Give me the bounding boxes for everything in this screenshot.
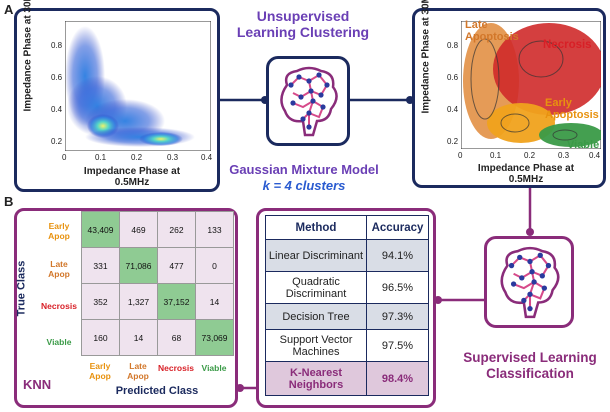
panel-a-letter: A [4,2,14,17]
cluster-label-late-apoptosis: Late Apoptosis [465,19,519,43]
accuracy-cell: 94.1% [366,239,429,272]
method-cell: Decision Tree [265,303,367,330]
right-xtick: 0.1 [490,151,502,160]
matrix-cell: 68 [157,319,196,356]
knn-confusion-panel: True Class Early Apop Late Apop Necrosis… [14,208,238,408]
col-label-late-apop: Late Apop [127,361,149,381]
cluster-label-necrosis: Necrosis [543,39,592,51]
matrix-cell: 160 [81,319,120,356]
table-row-highlight: K-Nearest Neighbors 98.4% [265,361,429,396]
left-scatter-plot [65,21,211,151]
gmm-title: Gaussian Mixture Model [229,162,379,177]
matrix-cell: 469 [119,211,158,248]
table-row: Decision Tree 97.3% [265,303,429,330]
panel-b-letter: B [4,194,14,209]
accuracy-cell: 96.5% [366,271,429,304]
row-label-late-apop: Late Apop [48,259,70,279]
brain-network-icon [280,66,338,137]
brain-icon-box-bottom [484,236,574,328]
right-xtick: 0.2 [524,151,536,160]
knn-label: KNN [23,377,52,392]
supervised-title: Supervised Learning Classification [463,350,597,381]
clusters-subtitle: k = 4 clusters [262,178,346,193]
cluster-label-viable: Viable [567,139,600,151]
right-xtick: 0 [458,151,463,160]
row-label-necrosis: Necrosis [41,301,77,311]
accuracy-table-panel: Method Accuracy Linear Discriminant 94.1… [256,208,436,408]
matrix-cell: 1,327 [119,283,158,320]
unsupervised-title: Unsupervised Learning Clustering [236,8,370,40]
method-cell: K-Nearest Neighbors [265,361,367,396]
matrix-cell: 477 [157,247,196,284]
left-xtick: 0.1 [95,153,107,162]
confusion-matrix: 43,409 469 262 133 331 71,086 477 0 352 … [81,211,234,356]
table-row: Support Vector Machines 97.5% [265,329,429,362]
col-label-early-apop: Early Apop [89,361,111,381]
table-row: Quadratic Discriminant 96.5% [265,271,429,304]
left-xtick: 0.3 [167,153,179,162]
true-class-label: True Class [15,260,28,317]
right-xtick: 0.3 [558,151,570,160]
matrix-cell: 352 [81,283,120,320]
right-plot-xlabel: Impedance Phase at 0.5MHz [477,163,575,185]
right-plot-ylabel: Impedance Phase at 30MHz [420,0,432,114]
left-ytick: 0.6 [51,73,63,82]
left-ytick: 0.8 [51,41,63,50]
left-plot-xlabel: Impedance Phase at 0.5MHz [83,166,181,188]
left-plot-ylabel: Impedance Phase at 30MHz [22,0,34,112]
matrix-cell: 262 [157,211,196,248]
table-header-row: Method Accuracy [265,215,429,240]
left-ytick: 0.2 [51,137,63,146]
right-scatter-plot [461,21,601,149]
row-label-viable: Viable [46,337,72,347]
left-xtick: 0 [62,153,67,162]
right-ytick: 0.6 [447,73,459,82]
right-xtick: 0.4 [589,151,601,160]
accuracy-cell: 97.3% [366,303,429,330]
method-cell: Quadratic Discriminant [265,271,367,304]
cluster-label-early-apoptosis: Early Apoptosis [545,97,599,121]
method-cell: Linear Discriminant [265,239,367,272]
method-header: Method [265,215,367,240]
brain-icon-box-top [266,56,350,146]
left-xtick: 0.2 [131,153,143,162]
accuracy-table: Method Accuracy Linear Discriminant 94.1… [265,215,429,396]
brain-network-icon [500,246,560,319]
predicted-class-label: Predicted Class [115,385,199,397]
right-scatter-panel: Impedance Phase at 30MHz Late Apoptosis … [412,0,606,188]
row-label-early-apop: Early Apop [48,221,70,241]
left-scatter-panel: Impedance Phase at 30MHz 0.8 0.6 0.4 0.2… [14,0,220,192]
matrix-row: 331 71,086 477 0 [81,247,234,284]
matrix-row: 160 14 68 73,069 [81,319,234,356]
accuracy-cell: 98.4% [366,361,429,396]
matrix-cell: 73,069 [195,319,234,356]
matrix-cell: 14 [195,283,234,320]
matrix-cell: 37,152 [157,283,196,320]
matrix-cell: 71,086 [119,247,158,284]
accuracy-header: Accuracy [366,215,429,240]
matrix-cell: 43,409 [81,211,120,248]
left-xtick: 0.4 [201,153,213,162]
right-ytick: 0.2 [447,137,459,146]
matrix-cell: 133 [195,211,234,248]
method-cell: Support Vector Machines [265,329,367,362]
right-ytick: 0.4 [447,105,459,114]
right-ytick: 0.8 [447,41,459,50]
left-ytick: 0.4 [51,105,63,114]
matrix-row: 43,409 469 262 133 [81,211,234,248]
col-label-necrosis: Necrosis [158,363,194,373]
accuracy-cell: 97.5% [366,329,429,362]
matrix-cell: 0 [195,247,234,284]
col-label-viable: Viable [201,363,227,373]
matrix-cell: 331 [81,247,120,284]
matrix-row: 352 1,327 37,152 14 [81,283,234,320]
matrix-cell: 14 [119,319,158,356]
table-row: Linear Discriminant 94.1% [265,239,429,272]
